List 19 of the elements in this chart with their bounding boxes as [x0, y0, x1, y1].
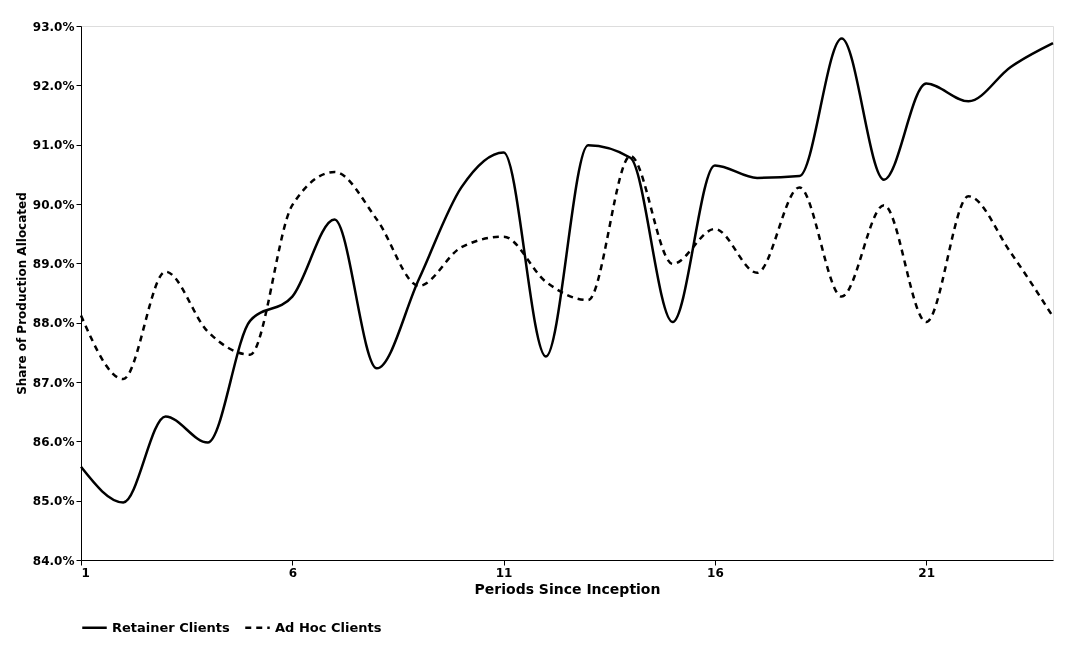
y-tick-label: 84.0% — [32, 553, 75, 568]
legend-label: Retainer Clients — [112, 619, 231, 635]
y-tick-label: 86.0% — [32, 434, 75, 449]
x-axis-title: Periods Since Inception — [474, 580, 661, 597]
y-tick-label: 87.0% — [32, 375, 75, 390]
y-tick-label: 85.0% — [32, 494, 75, 509]
x-tick-label: 6 — [288, 565, 297, 580]
y-tick-label: 90.0% — [32, 197, 75, 212]
y-tick-label: 91.0% — [32, 138, 75, 153]
y-axis-title: Share of Production Allocated — [14, 192, 29, 395]
legend-label: Ad Hoc Clients — [275, 619, 382, 635]
y-tick-label: 93.0% — [32, 19, 75, 34]
y-tick-label: 92.0% — [32, 78, 75, 93]
y-tick-label: 89.0% — [32, 256, 75, 271]
y-tick-label: 88.0% — [32, 316, 75, 331]
x-tick-label: 1 — [81, 565, 90, 580]
x-tick-label: 21 — [918, 565, 936, 580]
x-tick-label: 16 — [707, 565, 724, 580]
x-tick-label: 11 — [495, 565, 513, 580]
